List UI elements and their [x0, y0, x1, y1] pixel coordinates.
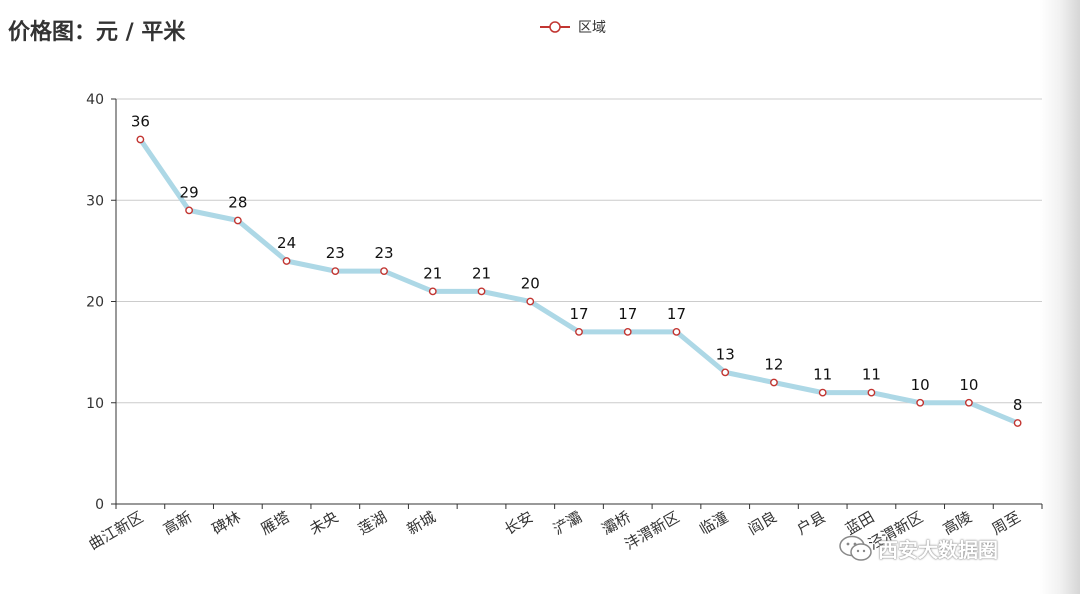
y-tick-label: 40 [86, 92, 104, 108]
data-point [380, 267, 388, 276]
x-tick-label: 莲湖 [355, 508, 390, 539]
x-tick-label: 浐灞 [550, 508, 585, 539]
data-label: 10 [911, 376, 930, 394]
data-label: 24 [277, 234, 296, 252]
data-label: 12 [764, 356, 783, 374]
data-label: 17 [569, 305, 588, 323]
data-point [964, 398, 973, 407]
data-label: 8 [1013, 396, 1023, 414]
x-tick-label: 未央 [306, 508, 341, 539]
data-label: 21 [472, 264, 491, 282]
x-tick-label: 高新 [160, 508, 195, 539]
x-tick-label: 临潼 [696, 508, 731, 539]
data-label: 17 [667, 305, 686, 323]
watermark-text: 西安大数据圈 [878, 538, 998, 562]
data-label: 10 [959, 376, 978, 394]
data-point [623, 327, 632, 336]
data-point [233, 216, 242, 225]
data-point [672, 327, 681, 336]
legend-line-marker-icon [540, 21, 570, 33]
y-tick-label: 10 [86, 396, 104, 412]
data-point [428, 287, 437, 296]
series-line [137, 137, 1021, 426]
legend-label: 区域 [578, 20, 606, 36]
x-tick-label: 曲江新区 [85, 508, 146, 554]
x-tick-label: 沣渭新区 [621, 508, 682, 554]
y-tick-label: 20 [86, 295, 104, 311]
chart-title: 价格图：元 / 平米 [8, 20, 186, 45]
data-point [1013, 419, 1022, 427]
legend[interactable]: 区域 [540, 16, 606, 38]
data-label: 23 [326, 244, 345, 262]
x-tick-label: 长安 [501, 508, 536, 539]
x-tick-label: 户县 [794, 508, 829, 539]
data-label: 29 [180, 183, 199, 201]
data-label: 21 [423, 264, 442, 282]
data-point [867, 388, 876, 397]
data-label: 23 [375, 244, 394, 262]
data-point [916, 398, 925, 407]
x-tick-label: 碑林 [209, 508, 244, 539]
data-label: 11 [862, 366, 881, 384]
data-point [477, 287, 486, 296]
watermark: 西安大数据圈 [838, 534, 998, 563]
data-point [818, 388, 827, 397]
x-tick-label: 新城 [404, 508, 439, 539]
x-tick-label: 阎良 [745, 508, 780, 539]
y-tick-label: 30 [86, 193, 104, 209]
data-label: 13 [716, 345, 735, 363]
data-point [770, 378, 778, 387]
data-point [721, 368, 730, 377]
data-point [331, 267, 340, 276]
data-point [136, 135, 145, 144]
data-label: 11 [813, 366, 832, 384]
data-label: 20 [521, 275, 540, 293]
data-label: 36 [131, 113, 150, 131]
y-tick-label: 0 [95, 497, 104, 513]
data-point [526, 297, 535, 306]
wechat-icon [839, 535, 872, 561]
x-tick-label: 雁塔 [258, 508, 293, 539]
data-point [575, 327, 583, 336]
data-point [282, 257, 291, 265]
data-label: 17 [618, 305, 637, 323]
data-point [185, 206, 194, 215]
data-label: 28 [228, 194, 247, 212]
